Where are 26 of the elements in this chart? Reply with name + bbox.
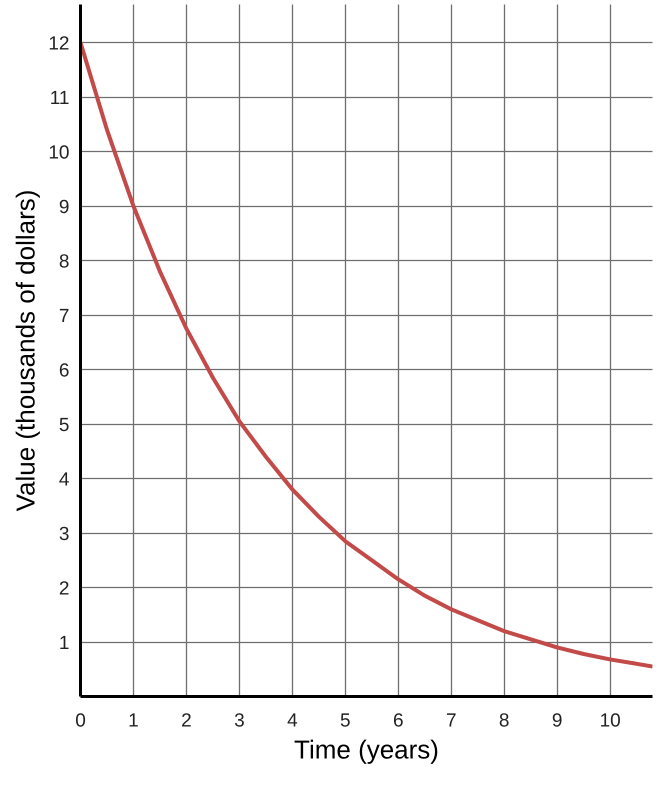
x-tick-label: 9 — [552, 710, 562, 732]
x-tick-label: 1 — [128, 710, 139, 732]
x-tick-label: 4 — [287, 710, 298, 732]
y-tick-label: 7 — [58, 306, 70, 328]
x-tick-label: 7 — [446, 710, 457, 732]
x-tick-label: 0 — [75, 710, 86, 732]
y-tick-label: 9 — [58, 197, 70, 218]
x-tick-label: 5 — [340, 710, 351, 732]
y-tick-label: 12 — [48, 34, 70, 55]
x-tick-label: 2 — [181, 710, 192, 732]
y-tick-label: 3 — [58, 524, 70, 546]
x-tick-label: 10 — [600, 710, 621, 732]
y-tick-label: 11 — [50, 88, 70, 110]
x-tick-label: 3 — [234, 710, 245, 732]
y-axis-title: Value (thousands of dollars) — [10, 190, 40, 512]
y-tick-label: 10 — [48, 142, 70, 164]
y-tick-label: 2 — [58, 578, 70, 600]
y-tick-label: 4 — [58, 470, 70, 491]
y-tick-label: 1 — [58, 633, 70, 654]
x-tick-label: 8 — [498, 710, 510, 732]
x-axis-title: Time (years) — [294, 734, 439, 764]
y-tick-label: 5 — [58, 415, 70, 436]
y-tick-label: 8 — [58, 252, 70, 273]
x-tick-label: 6 — [392, 710, 404, 732]
y-tick-label: 6 — [58, 360, 70, 382]
line-series — [80, 40, 652, 669]
